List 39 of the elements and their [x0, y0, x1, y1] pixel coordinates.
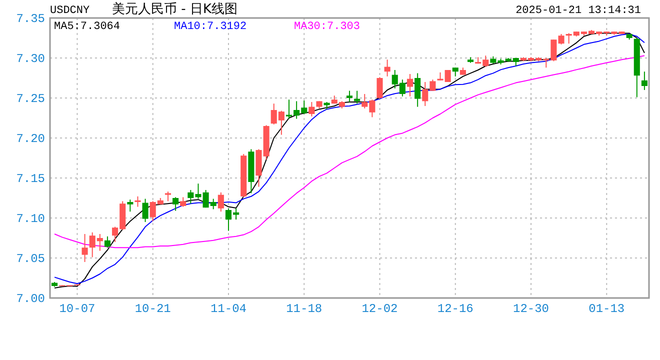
x-tick-label: 12-30	[513, 302, 550, 316]
x-tick-label: 10-21	[134, 302, 171, 316]
candlestick	[142, 198, 148, 222]
line-series	[54, 55, 645, 248]
candlestick	[218, 192, 224, 212]
y-tick-label: 7.35	[16, 12, 45, 26]
x-tick-label: 12-02	[362, 302, 398, 316]
candlestick	[127, 199, 134, 212]
y-tick-label: 7.15	[16, 172, 45, 186]
y-tick-label: 7.05	[16, 252, 45, 266]
candlestick	[414, 72, 421, 108]
candlestick	[164, 191, 172, 202]
chart-title: 美元人民币 - 日K线图	[112, 1, 238, 17]
x-tick-label: 12-16	[437, 302, 474, 316]
y-tick-label: 7.10	[16, 212, 45, 226]
candlestick	[384, 59, 390, 77]
candlestick	[180, 196, 186, 208]
y-tick-label: 7.30	[16, 52, 45, 66]
candlestick	[346, 90, 353, 102]
text: MA5:7.3064	[54, 21, 120, 33]
candlestick	[82, 234, 88, 262]
candlestick	[172, 196, 179, 212]
x-tick-label: 10-07	[59, 302, 96, 316]
x-tick-label: 01-13	[588, 302, 625, 316]
candlestick	[406, 74, 414, 97]
x-tick-label: 11-18	[286, 302, 322, 316]
y-tick-label: 7.00	[16, 292, 45, 306]
candlestick	[134, 196, 141, 208]
text: USDCNY	[50, 5, 90, 17]
candlestick	[308, 102, 315, 117]
text: MA10:7.3192	[174, 21, 247, 33]
candlestick	[376, 76, 383, 100]
candlestick	[104, 236, 111, 248]
text: MA30:7.303	[294, 21, 360, 33]
y-tick-label: 7.20	[16, 132, 45, 146]
candlestick	[641, 71, 648, 90]
y-tick-label: 7.25	[16, 92, 45, 106]
x-tick-label: 11-04	[210, 302, 246, 316]
text: 2025-01-21 13:14:31	[516, 5, 642, 17]
